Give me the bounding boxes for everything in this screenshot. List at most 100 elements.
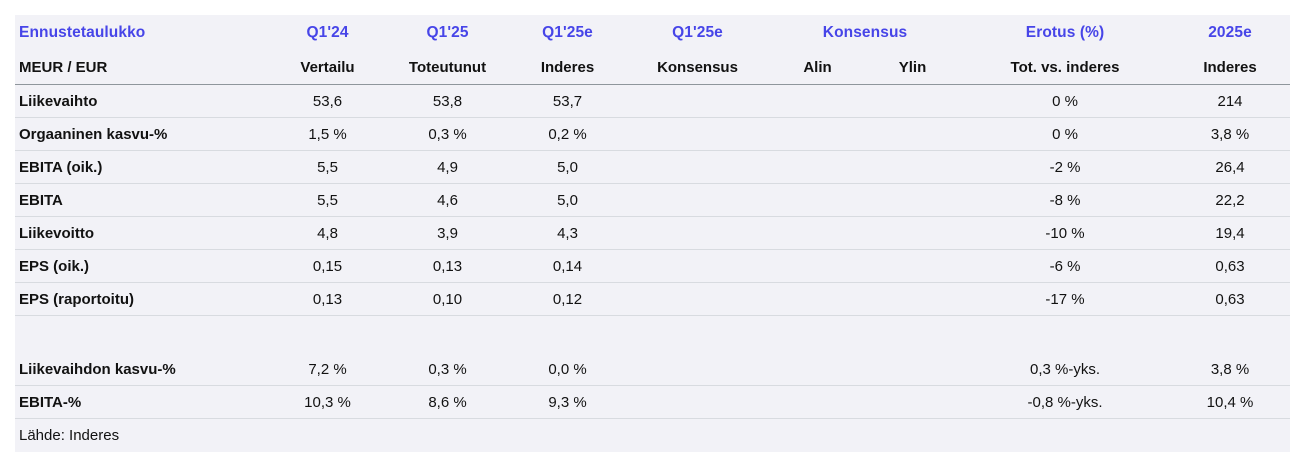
subcol-vertailu: Vertailu — [270, 50, 385, 85]
subcol-inderes-2025: Inderes — [1170, 50, 1291, 85]
row-label: EBITA (oik.) — [15, 150, 270, 184]
cell-konsensus — [625, 216, 770, 250]
cell-inderes: 5,0 — [510, 183, 625, 217]
cell-2025e: 3,8 % — [1170, 353, 1291, 386]
table-row-eps-oik: EPS (oik.) 0,15 0,13 0,14 -6 % 0,63 — [15, 249, 1291, 283]
cell-2025e: 0,63 — [1170, 282, 1291, 316]
cell-ylin — [865, 282, 961, 316]
cell-alin — [770, 353, 865, 386]
cell-konsensus — [625, 183, 770, 217]
subcol-inderes: Inderes — [510, 50, 625, 85]
table-row-liikevaihto: Liikevaihto 53,6 53,8 53,7 0 % 214 — [15, 84, 1291, 118]
spacer-cell — [15, 315, 1291, 353]
table-row-ebita: EBITA 5,5 4,6 5,0 -8 % 22,2 — [15, 183, 1291, 217]
row-label: Liikevaihto — [15, 84, 270, 118]
cell-vertailu: 7,2 % — [270, 353, 385, 386]
col-header-q1-25e-konsensus: Q1'25e — [625, 15, 770, 50]
cell-alin — [770, 282, 865, 316]
cell-vertailu: 0,15 — [270, 249, 385, 283]
row-label: EPS (oik.) — [15, 249, 270, 283]
subcol-konsensus: Konsensus — [625, 50, 770, 85]
cell-konsensus — [625, 353, 770, 386]
cell-toteutunut: 0,13 — [385, 249, 510, 283]
cell-alin — [770, 117, 865, 151]
cell-alin — [770, 385, 865, 419]
cell-vertailu: 10,3 % — [270, 385, 385, 419]
cell-erotus: -17 % — [960, 282, 1171, 316]
table-title: Ennustetaulukko — [15, 15, 270, 50]
cell-toteutunut: 0,3 % — [385, 117, 510, 151]
col-header-q1-25: Q1'25 — [385, 15, 510, 50]
cell-ylin — [865, 385, 961, 419]
cell-erotus: 0 % — [960, 117, 1171, 151]
row-label: Orgaaninen kasvu-% — [15, 117, 270, 151]
cell-alin — [770, 216, 865, 250]
cell-ylin — [865, 183, 961, 217]
cell-alin — [770, 150, 865, 184]
cell-ylin — [865, 353, 961, 386]
cell-toteutunut: 0,3 % — [385, 353, 510, 386]
cell-alin — [770, 249, 865, 283]
forecast-table: Ennustetaulukko Q1'24 Q1'25 Q1'25e Q1'25… — [15, 15, 1291, 452]
col-header-2025e: 2025e — [1170, 15, 1291, 50]
cell-erotus: 0,3 %-yks. — [960, 353, 1171, 386]
row-label: EPS (raportoitu) — [15, 282, 270, 316]
cell-konsensus — [625, 249, 770, 283]
header-row-periods: Ennustetaulukko Q1'24 Q1'25 Q1'25e Q1'25… — [15, 15, 1291, 50]
cell-konsensus — [625, 282, 770, 316]
cell-erotus: -0,8 %-yks. — [960, 385, 1171, 419]
cell-inderes: 0,0 % — [510, 353, 625, 386]
cell-2025e: 26,4 — [1170, 150, 1291, 184]
table-row-ebita-oik: EBITA (oik.) 5,5 4,9 5,0 -2 % 26,4 — [15, 150, 1291, 184]
cell-inderes: 5,0 — [510, 150, 625, 184]
cell-inderes: 4,3 — [510, 216, 625, 250]
units-label: MEUR / EUR — [15, 50, 270, 85]
cell-erotus: -2 % — [960, 150, 1171, 184]
cell-inderes: 9,3 % — [510, 385, 625, 419]
table-row-eps-raportoitu: EPS (raportoitu) 0,13 0,10 0,12 -17 % 0,… — [15, 282, 1291, 316]
col-header-erotus: Erotus (%) — [960, 15, 1171, 50]
source-note: Lähde: Inderes — [15, 418, 1291, 452]
spacer-row — [15, 315, 1291, 353]
subcol-alin: Alin — [770, 50, 865, 85]
cell-vertailu: 1,5 % — [270, 117, 385, 151]
cell-vertailu: 5,5 — [270, 150, 385, 184]
cell-2025e: 10,4 % — [1170, 385, 1291, 419]
cell-ylin — [865, 84, 961, 118]
col-header-q1-24: Q1'24 — [270, 15, 385, 50]
cell-toteutunut: 8,6 % — [385, 385, 510, 419]
row-label: EBITA-% — [15, 385, 270, 419]
source-row: Lähde: Inderes — [15, 418, 1291, 452]
col-header-q1-25e-inderes: Q1'25e — [510, 15, 625, 50]
cell-inderes: 53,7 — [510, 84, 625, 118]
cell-toteutunut: 4,6 — [385, 183, 510, 217]
row-label: Liikevoitto — [15, 216, 270, 250]
cell-erotus: 0 % — [960, 84, 1171, 118]
cell-inderes: 0,2 % — [510, 117, 625, 151]
cell-inderes: 0,12 — [510, 282, 625, 316]
cell-inderes: 0,14 — [510, 249, 625, 283]
cell-erotus: -10 % — [960, 216, 1171, 250]
col-header-konsensus-range: Konsensus — [770, 15, 961, 50]
cell-toteutunut: 53,8 — [385, 84, 510, 118]
cell-erotus: -6 % — [960, 249, 1171, 283]
cell-ylin — [865, 249, 961, 283]
cell-2025e: 3,8 % — [1170, 117, 1291, 151]
cell-2025e: 214 — [1170, 84, 1291, 118]
table-row-ebita-pct: EBITA-% 10,3 % 8,6 % 9,3 % -0,8 %-yks. 1… — [15, 385, 1291, 419]
cell-konsensus — [625, 117, 770, 151]
cell-konsensus — [625, 84, 770, 118]
cell-alin — [770, 84, 865, 118]
table-row-liikevaihdon-kasvu: Liikevaihdon kasvu-% 7,2 % 0,3 % 0,0 % 0… — [15, 353, 1291, 386]
cell-vertailu: 4,8 — [270, 216, 385, 250]
cell-vertailu: 53,6 — [270, 84, 385, 118]
cell-toteutunut: 4,9 — [385, 150, 510, 184]
row-label: Liikevaihdon kasvu-% — [15, 353, 270, 386]
cell-toteutunut: 0,10 — [385, 282, 510, 316]
cell-2025e: 22,2 — [1170, 183, 1291, 217]
cell-erotus: -8 % — [960, 183, 1171, 217]
cell-2025e: 0,63 — [1170, 249, 1291, 283]
cell-ylin — [865, 150, 961, 184]
cell-alin — [770, 183, 865, 217]
cell-konsensus — [625, 150, 770, 184]
